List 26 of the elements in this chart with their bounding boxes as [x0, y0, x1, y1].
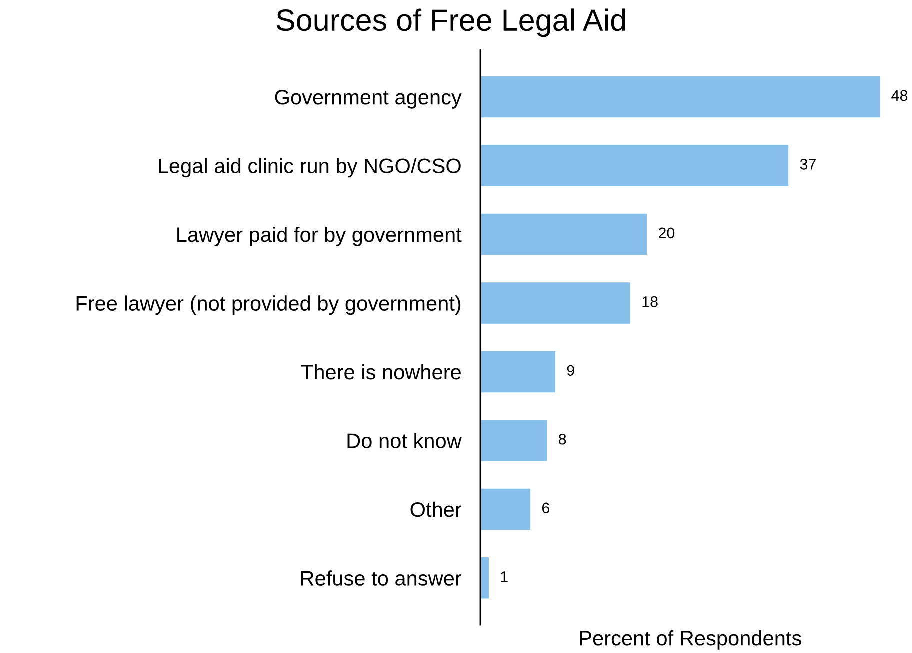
- bar: [480, 282, 630, 324]
- y-tick-label: There is nowhere: [301, 364, 461, 380]
- data-label: 8: [558, 434, 566, 445]
- data-label: 18: [642, 296, 658, 308]
- y-tick-label: Lawyer paid for by government: [178, 226, 462, 246]
- data-label: 6: [542, 502, 550, 514]
- bar: [480, 420, 548, 462]
- data-label: 37: [800, 159, 816, 170]
- bar: [480, 76, 880, 118]
- x-axis-title: Percent of Respondents: [580, 630, 802, 650]
- y-tick-label: Refuse to answer: [301, 570, 462, 586]
- y-tick-label: Legal aid clinic run by NGO/CSO: [159, 158, 461, 178]
- bar: [480, 145, 789, 186]
- data-label: 20: [658, 228, 675, 239]
- data-label: 9: [567, 365, 574, 376]
- data-label: 48: [892, 90, 908, 102]
- y-tick-label: Do not know: [348, 433, 462, 448]
- data-label: 1: [501, 572, 508, 582]
- bar: [480, 351, 556, 393]
- y-tick-label: Other: [410, 502, 462, 518]
- y-tick-label: Free lawyer (not provided by government): [76, 296, 461, 316]
- bar: [480, 558, 489, 599]
- bar: [480, 488, 531, 530]
- y-tick-label: Government agency: [275, 90, 462, 109]
- bar: [480, 214, 648, 256]
- chart-title: Sources of Free Legal Aid: [276, 8, 626, 38]
